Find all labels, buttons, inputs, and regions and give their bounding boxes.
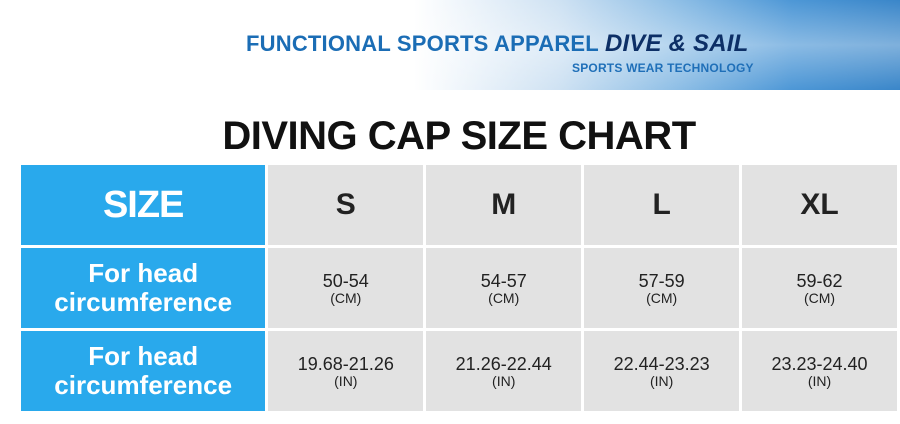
row-label-in: For head circumference bbox=[21, 331, 266, 411]
cell-value: 57-59 bbox=[638, 270, 685, 291]
cell-value: 22.44-23.23 bbox=[613, 353, 710, 374]
cell-value: 19.68-21.26 bbox=[297, 353, 394, 374]
cell-unit: (IN) bbox=[334, 372, 358, 389]
table-cell: 59-62 (CM) bbox=[742, 248, 897, 328]
cell-unit: (CM) bbox=[330, 289, 362, 306]
table-row: For head circumference 19.68-21.26 (IN) … bbox=[21, 331, 897, 411]
row-label-line2: circumference bbox=[54, 287, 233, 317]
table-header-row: SIZE S M L XL bbox=[21, 165, 897, 245]
banner-main-text: FUNCTIONAL SPORTS APPAREL bbox=[246, 31, 599, 56]
page-title: DIVING CAP SIZE CHART bbox=[222, 114, 696, 158]
size-l-header: L bbox=[584, 165, 740, 245]
cell-value: 23.23-24.40 bbox=[771, 353, 868, 374]
cell-value: 21.26-22.44 bbox=[455, 353, 552, 374]
table-cell: 54-57 (CM) bbox=[426, 248, 582, 328]
table-cell: 21.26-22.44 (IN) bbox=[426, 331, 582, 411]
cell-unit: (CM) bbox=[488, 289, 520, 306]
cell-unit: (CM) bbox=[803, 289, 836, 306]
table-cell: 22.44-23.23 (IN) bbox=[584, 331, 740, 411]
table-cell: 57-59 (CM) bbox=[584, 248, 740, 328]
cell-unit: (IN) bbox=[649, 372, 674, 389]
cell-value: 50-54 bbox=[322, 270, 369, 291]
size-header-cell: SIZE bbox=[21, 165, 266, 245]
banner-subtitle: SPORTS WEAR TECHNOLOGY bbox=[572, 61, 754, 75]
size-chart-table: SIZE S M L XL For head circumference 50-… bbox=[18, 162, 900, 414]
banner-tagline: FUNCTIONAL SPORTS APPAREL DIVE & SAIL bbox=[246, 30, 749, 58]
cell-unit: (IN) bbox=[807, 372, 832, 389]
table-row: For head circumference 50-54 (CM) 54-57 … bbox=[21, 248, 897, 328]
cell-unit: (IN) bbox=[492, 372, 516, 389]
row-label-line1: For head bbox=[88, 258, 199, 288]
size-xl-header: XL bbox=[742, 165, 897, 245]
brand-name: DIVE & SAIL bbox=[604, 30, 749, 57]
size-s-header: S bbox=[268, 165, 424, 245]
table-cell: 19.68-21.26 (IN) bbox=[268, 331, 424, 411]
row-label-cm: For head circumference bbox=[21, 248, 266, 328]
row-label-line2: circumference bbox=[54, 370, 233, 400]
row-label-line1: For head bbox=[88, 341, 199, 371]
table-cell: 23.23-24.40 (IN) bbox=[742, 331, 897, 411]
cell-unit: (CM) bbox=[646, 289, 678, 306]
size-m-header: M bbox=[426, 165, 582, 245]
cell-value: 54-57 bbox=[480, 270, 527, 291]
brand-banner: FUNCTIONAL SPORTS APPAREL DIVE & SAIL SPO… bbox=[0, 0, 900, 90]
table-cell: 50-54 (CM) bbox=[268, 248, 424, 328]
cell-value: 59-62 bbox=[796, 270, 843, 291]
